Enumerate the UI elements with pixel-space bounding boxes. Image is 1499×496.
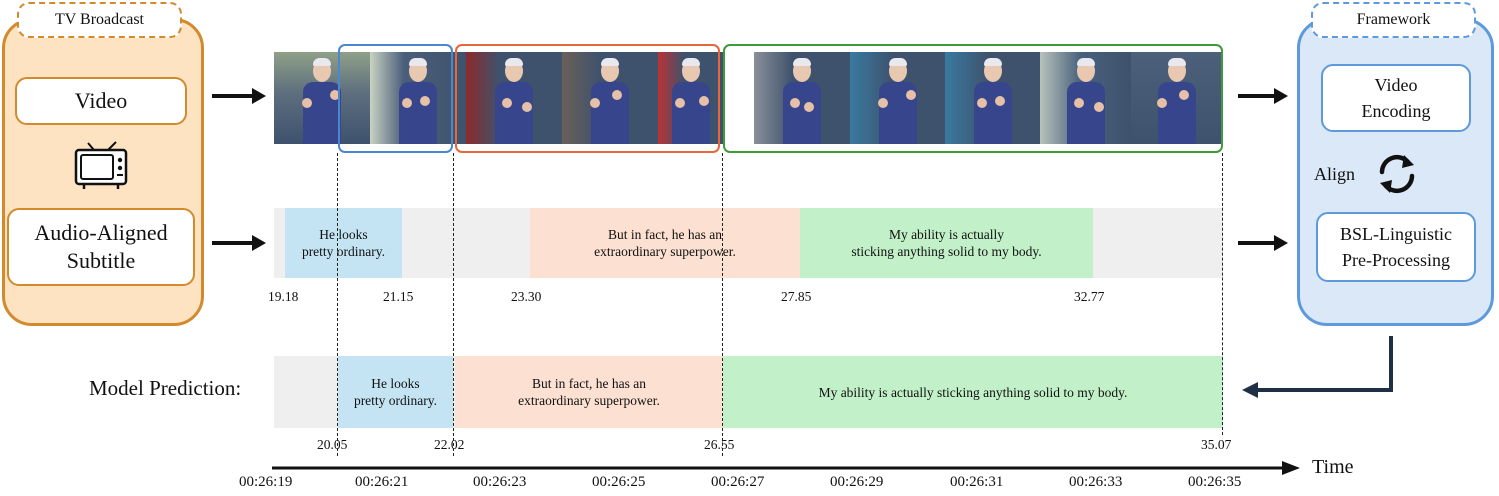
bsl-preprocessing-line1: BSL-Linguistic [1340, 224, 1452, 244]
video-encoding-line2: Encoding [1361, 101, 1431, 121]
subtitle-time-2: 21.15 [383, 289, 414, 304]
video-arrow-icon [212, 88, 266, 104]
alignment-line-3 [722, 153, 723, 456]
video-frame [562, 52, 658, 144]
video-box: Video [15, 77, 187, 125]
signer-figure [780, 58, 824, 144]
model-prediction-label: Model Prediction: [89, 376, 242, 400]
signer-figure [669, 58, 713, 144]
time-tick: 00:26:27 [711, 474, 765, 490]
video-label: Video [74, 88, 128, 113]
signer-figure [396, 58, 440, 144]
signer-figure [876, 58, 920, 144]
subtitle-segment-3-line2: sticking anything solid to my body. [851, 244, 1042, 259]
subtitle-segment-2-line2: extraordinary superpower. [594, 244, 736, 259]
subtitle-time-4: 27.85 [781, 289, 812, 304]
framework-title: Framework [1311, 2, 1476, 38]
alignment-line-1 [337, 153, 338, 456]
time-tick: 00:26:23 [473, 474, 527, 490]
sync-icon [1379, 154, 1415, 194]
bsl-preprocessing-line2: Pre-Processing [1342, 250, 1450, 270]
video-frame [945, 52, 1040, 144]
signer-figure [492, 58, 536, 144]
video-segment-blue [338, 44, 453, 153]
feedback-arrow-icon [1242, 336, 1393, 398]
subtitle-segment-2: But in fact, he has an extraordinary sup… [530, 208, 800, 278]
subtitle-segment-2-line1: But in fact, he has an [608, 227, 722, 242]
video-frame [850, 52, 945, 144]
audio-aligned-subtitle-box: Audio-Aligned Subtitle [7, 208, 195, 286]
time-tick: 00:26:31 [950, 474, 1004, 490]
video-encoding-line1: Video [1374, 75, 1418, 95]
alignment-line-4 [1222, 153, 1223, 435]
video-frame [466, 52, 562, 144]
prediction-segment-2: But in fact, he has an extraordinary sup… [455, 356, 723, 428]
time-axis-arrow-icon [272, 461, 1300, 475]
subtitle-segment-1: He looks pretty ordinary. [285, 208, 402, 278]
time-tick: 00:26:25 [592, 474, 646, 490]
subtitle-segment-1-line1: He looks [319, 227, 368, 242]
video-frame [274, 52, 370, 144]
signer-figure [971, 58, 1015, 144]
subtitle-segment-3-line1: My ability is actually [888, 227, 1005, 242]
prediction-time-1: 20.05 [317, 437, 348, 452]
time-tick: 00:26:29 [830, 474, 884, 490]
video-frame [658, 52, 723, 144]
subtitle-time-3: 23.30 [511, 289, 542, 304]
prediction-segment-3-line1: My ability is actually sticking anything… [818, 384, 1128, 400]
signer-figure [1155, 58, 1199, 144]
prediction-segment-3: My ability is actually sticking anything… [723, 356, 1223, 428]
subtitle-label-line1: Audio-Aligned [34, 220, 168, 245]
time-tick: 00:26:33 [1069, 474, 1123, 490]
signer-figure [1064, 58, 1108, 144]
subtitle-segment-1-line2: pretty ordinary. [301, 244, 386, 259]
subtitle-time-1: 19.18 [268, 289, 299, 304]
prediction-time-4: 35.07 [1201, 437, 1232, 452]
video-frame [1131, 52, 1223, 144]
video-segment-green [723, 44, 1223, 153]
tv-broadcast-title: TV Broadcast [17, 2, 182, 38]
prediction-segment-2-line1: But in fact, he has an [532, 376, 646, 391]
video-frame [1040, 52, 1131, 144]
subtitle-arrow-icon [212, 235, 266, 251]
bsl-preprocessing-box: BSL-Linguistic Pre-Processing [1316, 212, 1476, 282]
video-frame [370, 52, 466, 144]
prediction-segment-1: He looks pretty ordinary. [338, 356, 453, 428]
time-tick: 00:26:19 [239, 474, 293, 490]
time-axis-label: Time [1312, 456, 1354, 478]
subtitle-segment-3: My ability is actually sticking anything… [800, 208, 1093, 278]
time-tick: 00:26:21 [355, 474, 409, 490]
signer-figure [588, 58, 632, 144]
prediction-segment-2-line2: extraordinary superpower. [518, 393, 660, 408]
prediction-time-3: 26.55 [704, 437, 735, 452]
time-tick: 00:26:35 [1188, 474, 1242, 490]
subtitle-label-line2: Subtitle [66, 248, 136, 273]
video-segment-orange [455, 44, 720, 153]
signer-figure [300, 58, 344, 144]
align-label: Align [1314, 164, 1356, 184]
prediction-segment-1-line2: pretty ordinary. [353, 393, 438, 408]
preprocessing-arrow-icon [1238, 235, 1288, 251]
subtitle-time-5: 32.77 [1074, 289, 1105, 304]
alignment-line-2 [453, 153, 454, 456]
prediction-time-2: 22.02 [434, 437, 465, 452]
tv-icon [74, 140, 128, 190]
encoding-arrow-icon [1238, 88, 1288, 104]
video-frame [754, 52, 850, 144]
prediction-segment-1-line1: He looks [371, 376, 420, 391]
video-encoding-box: Video Encoding [1321, 64, 1471, 132]
